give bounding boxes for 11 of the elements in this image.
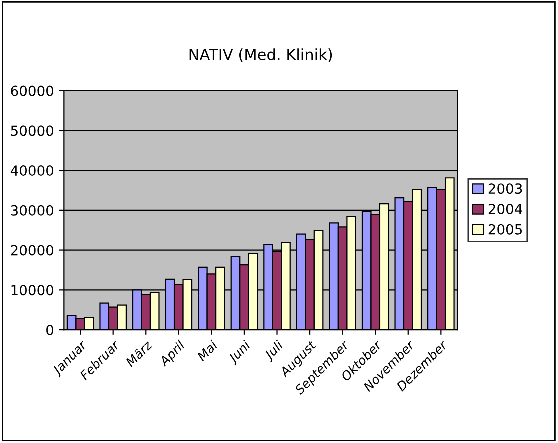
legend-label: 2003 [488, 184, 522, 194]
legend-label: 2004 [488, 204, 522, 214]
y-tick-label: 0 [46, 325, 54, 336]
y-tick-label: 10000 [12, 285, 54, 296]
y-tick-label: 20000 [11, 245, 54, 256]
y-tick-label: 50000 [11, 126, 54, 136]
chart-title: NATIV (Med. Klinik) [190, 48, 332, 62]
y-tick-label: 60000 [11, 86, 54, 96]
y-tick-label: 30000 [11, 205, 54, 216]
y-tick-label: 40000 [10, 166, 54, 176]
legend-label: 2005 [488, 224, 522, 235]
